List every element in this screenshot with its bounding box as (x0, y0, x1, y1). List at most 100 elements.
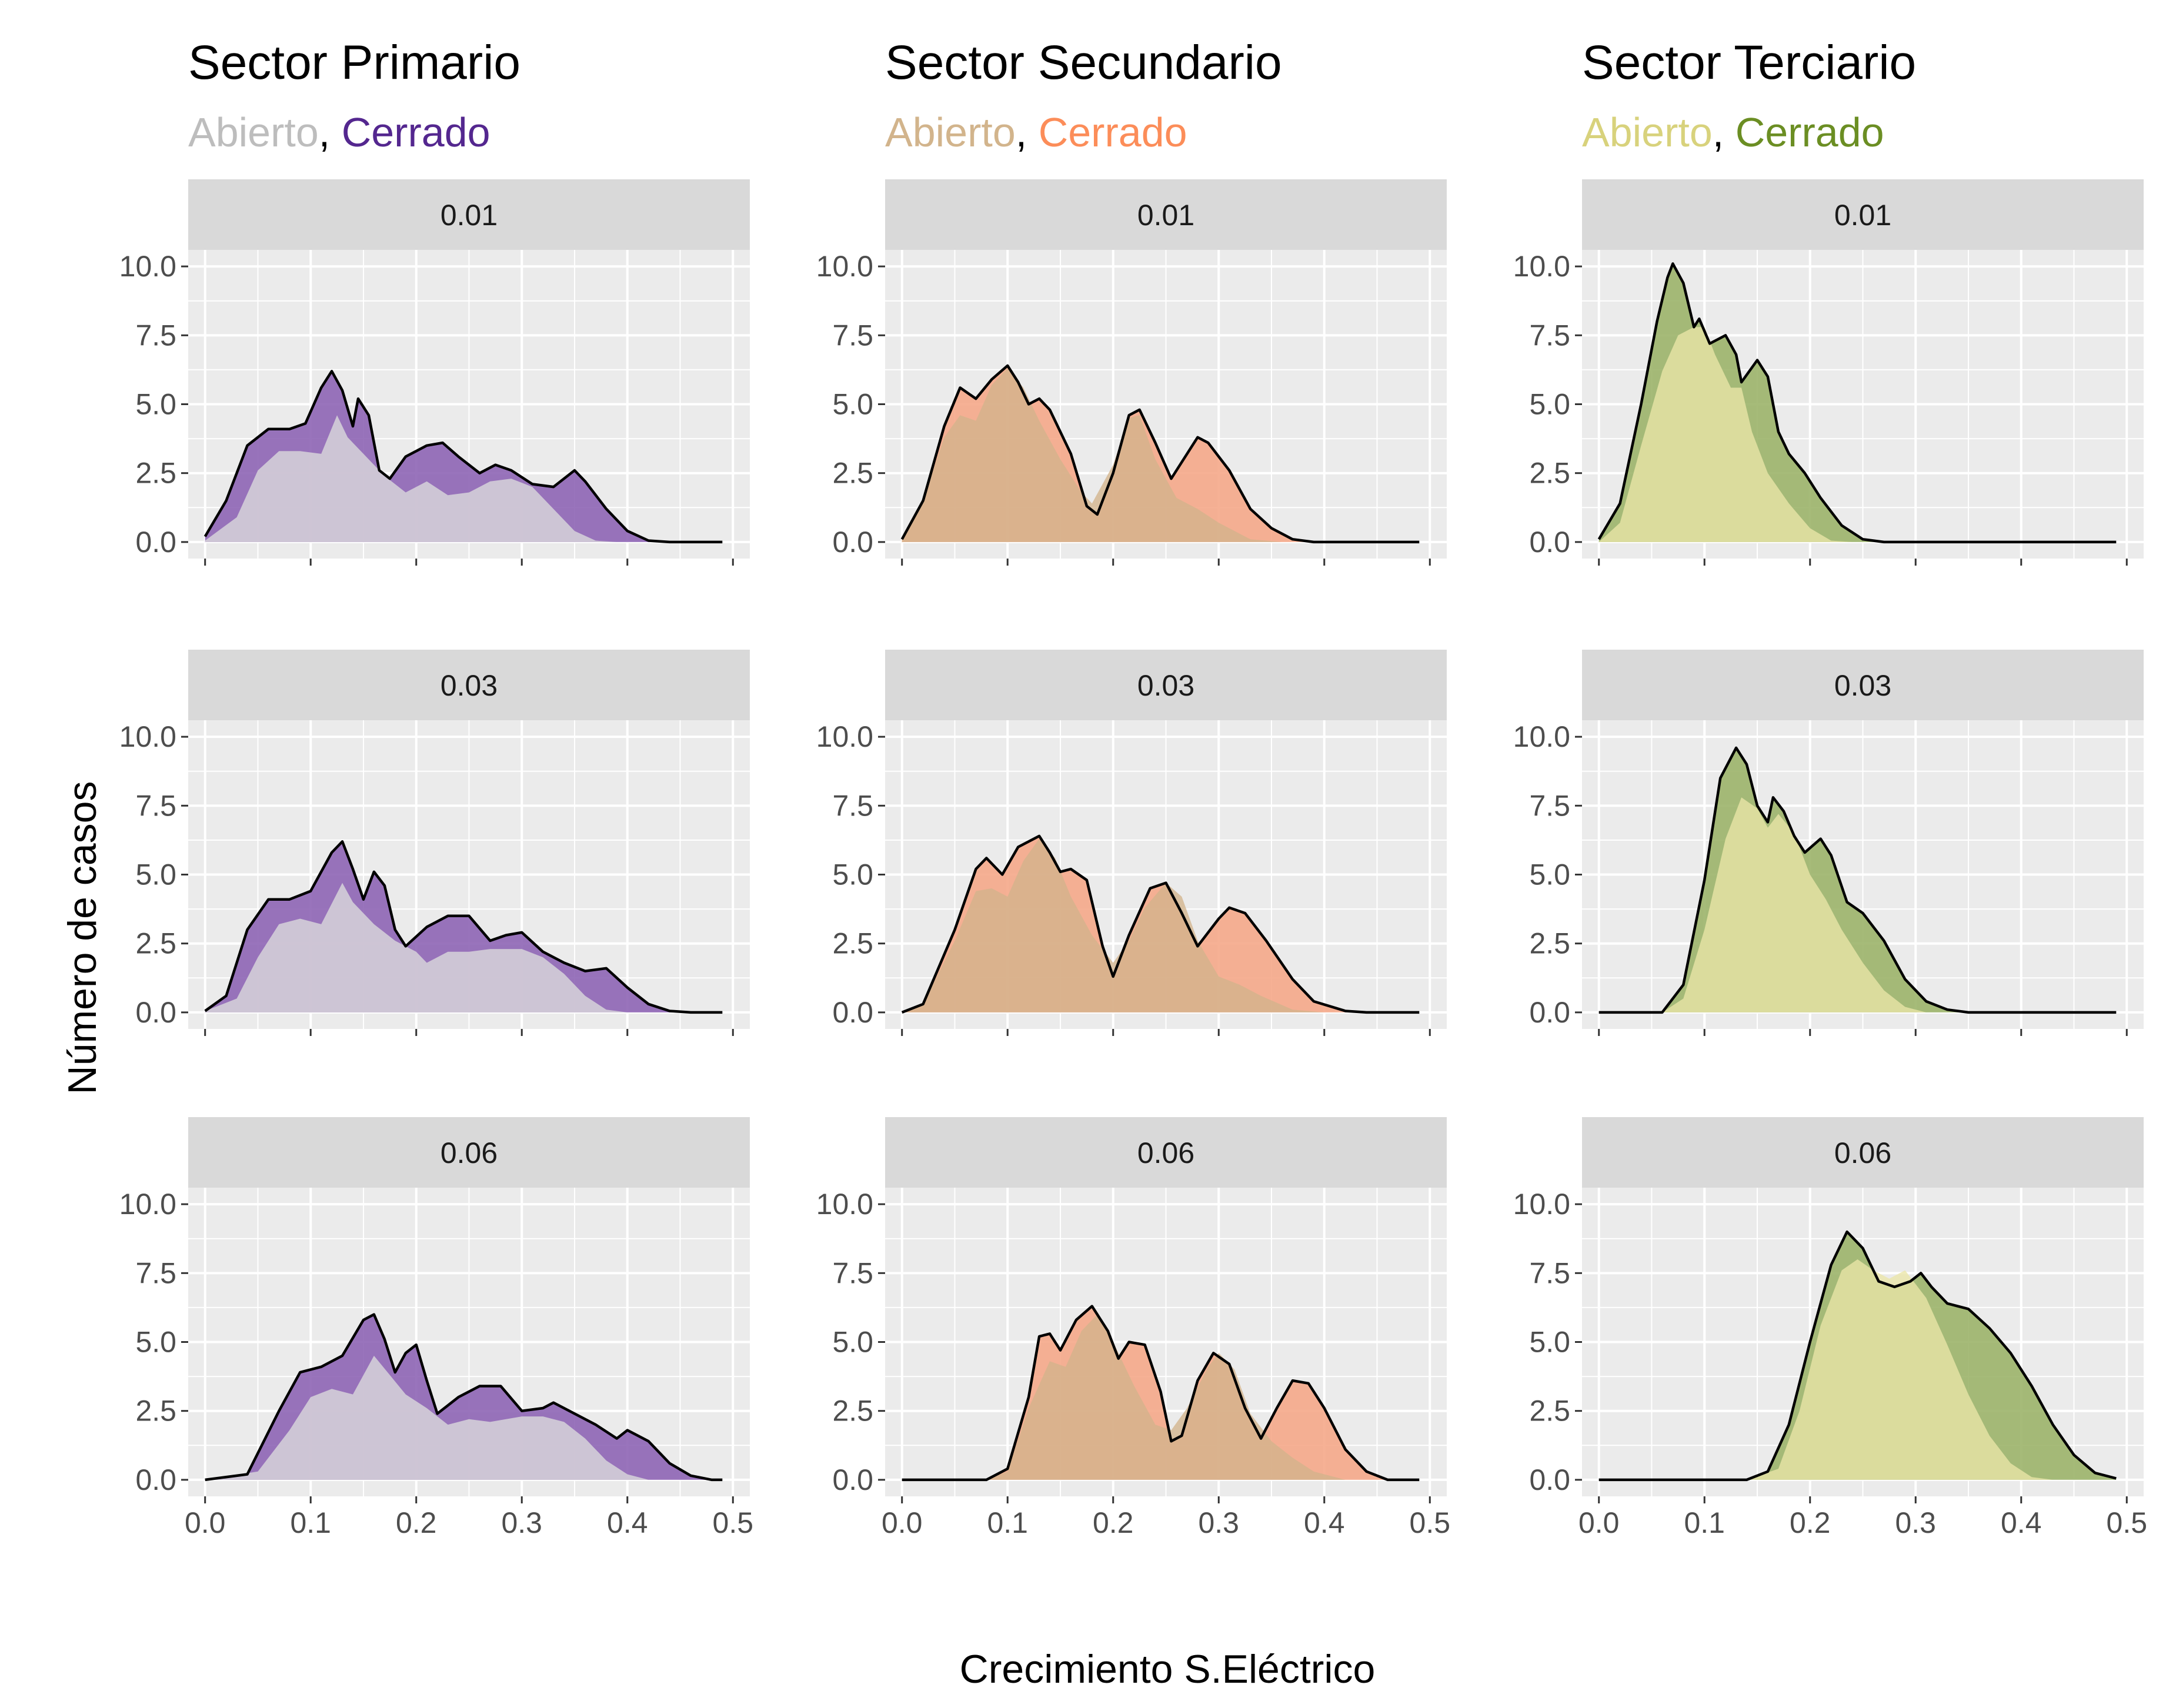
legend-separator: , (1015, 109, 1039, 155)
x-tick-label: 0.3 (501, 1506, 542, 1539)
y-tick-label: 2.5 (832, 927, 873, 960)
x-axis-label: Crecimiento S.Eléctrico (959, 1647, 1376, 1692)
y-tick-label: 5.0 (832, 858, 873, 891)
y-tick-label: 5.0 (832, 388, 873, 421)
density-open-area (1598, 797, 2117, 1012)
legend-closed-label: Cerrado (1038, 109, 1187, 155)
x-tick-label: 0.0 (185, 1506, 226, 1539)
x-tick-label: 0.1 (1684, 1506, 1725, 1539)
legend-open-label: Abierto (885, 109, 1016, 155)
density-closed-line (204, 840, 723, 1014)
y-tick-label: 10.0 (1513, 1188, 1570, 1221)
facet-strip-label: 0.06 (1137, 1137, 1194, 1169)
density-open-area (1598, 327, 2117, 542)
facet-strip (885, 179, 1447, 250)
density-closed-line (1597, 262, 2117, 544)
y-tick-label: 10.0 (119, 250, 176, 283)
x-tick-label: 0.5 (1410, 1506, 1451, 1539)
legend-open-label: Abierto (188, 109, 319, 155)
y-tick-label: 0.0 (832, 526, 873, 559)
x-tick-label: 0.4 (1304, 1506, 1345, 1539)
y-tick-label: 2.5 (135, 457, 176, 490)
facet-panel: 0.06 0.0 2.5 5.0 7.5 10.0 0.0 0.1 0.2 0.3 0.4 0.5 (119, 1117, 753, 1539)
density-closed-line (902, 1305, 1420, 1482)
y-tick-label: 10.0 (119, 720, 176, 753)
x-tick-label: 0.5 (713, 1506, 754, 1539)
facet-strip (885, 650, 1447, 720)
y-tick-label: 5.0 (135, 1326, 176, 1359)
facet-strip-label: 0.03 (1834, 669, 1891, 702)
facet-strip (188, 650, 750, 720)
facet-strip-label: 0.06 (1834, 1137, 1891, 1169)
x-tick-label: 0.2 (1790, 1506, 1831, 1539)
y-tick-label: 0.0 (1529, 1463, 1570, 1496)
facet-strip-label: 0.03 (1137, 669, 1194, 702)
facet-strip-label: 0.01 (1834, 199, 1891, 232)
y-tick-label: 7.5 (1529, 319, 1570, 352)
column-title: Sector Terciario (1582, 36, 1917, 89)
y-tick-label: 5.0 (1529, 1326, 1570, 1359)
facet-panel: 0.01 0.0 2.5 5.0 7.5 10.0 (816, 179, 1447, 566)
density-closed-line (1598, 746, 2117, 1014)
y-tick-label: 2.5 (135, 927, 176, 960)
legend-separator: , (1712, 109, 1736, 155)
y-tick-label: 10.0 (1513, 250, 1570, 283)
x-tick-label: 0.2 (396, 1506, 437, 1539)
density-open-area (902, 1314, 1420, 1480)
facet-strip-label: 0.01 (440, 199, 498, 232)
y-tick-label: 2.5 (1529, 927, 1570, 960)
facet-panel: 0.03 0.0 2.5 5.0 7.5 10.0 (119, 650, 750, 1036)
x-tick-label: 0.3 (1895, 1506, 1936, 1539)
y-tick-label: 7.5 (832, 789, 873, 822)
y-tick-label: 0.0 (135, 526, 176, 559)
y-tick-label: 7.5 (1529, 1256, 1570, 1289)
y-tick-label: 0.0 (135, 996, 176, 1029)
y-tick-label: 5.0 (135, 388, 176, 421)
y-tick-label: 7.5 (832, 1256, 873, 1289)
density-open-area (205, 1355, 723, 1480)
x-tick-label: 0.0 (882, 1506, 923, 1539)
x-tick-label: 0.1 (987, 1506, 1028, 1539)
y-tick-label: 5.0 (135, 858, 176, 891)
facet-panel: 0.01 0.0 2.5 5.0 7.5 10.0 (119, 179, 750, 566)
y-tick-label: 7.5 (1529, 789, 1570, 822)
density-open-area (205, 883, 723, 1012)
y-tick-label: 7.5 (135, 789, 176, 822)
x-tick-label: 0.4 (607, 1506, 648, 1539)
y-tick-label: 10.0 (1513, 720, 1570, 753)
y-tick-label: 2.5 (832, 1395, 873, 1428)
density-closed-line (901, 834, 1420, 1014)
y-tick-label: 2.5 (1529, 1395, 1570, 1428)
y-tick-label: 10.0 (119, 1188, 176, 1221)
density-open-area (902, 368, 1420, 542)
density-open-area (902, 838, 1420, 1012)
y-axis-label: Número de casos (60, 781, 105, 1095)
y-tick-label: 10.0 (816, 720, 873, 753)
density-closed-line (203, 370, 723, 544)
facet-strip-label: 0.06 (440, 1137, 498, 1169)
facet-strip-label: 0.03 (440, 669, 498, 702)
y-tick-label: 0.0 (1529, 996, 1570, 1029)
facet-strip (1582, 650, 2144, 720)
y-tick-label: 2.5 (1529, 457, 1570, 490)
facet-strip (1582, 179, 2144, 250)
y-tick-label: 0.0 (832, 1463, 873, 1496)
y-tick-label: 5.0 (1529, 388, 1570, 421)
facet-panel: 0.06 0.0 2.5 5.0 7.5 10.0 0.0 0.1 0.2 0.3 0.4 0.5 (1513, 1117, 2147, 1539)
facet-panel: 0.01 0.0 2.5 5.0 7.5 10.0 (1513, 179, 2144, 566)
facet-panel: 0.06 0.0 2.5 5.0 7.5 10.0 0.0 0.1 0.2 0.3 0.4 0.5 (816, 1117, 1450, 1539)
density-open-area (205, 415, 723, 542)
y-tick-label: 5.0 (832, 1326, 873, 1359)
facet-strip (885, 1117, 1447, 1188)
y-tick-label: 0.0 (1529, 526, 1570, 559)
y-tick-label: 7.5 (135, 319, 176, 352)
column-subtitle: Abierto, Cerrado (1582, 109, 1884, 156)
x-tick-label: 0.1 (290, 1506, 331, 1539)
legend-open-label: Abierto (1582, 109, 1713, 155)
y-tick-label: 10.0 (816, 250, 873, 283)
x-tick-label: 0.2 (1093, 1506, 1134, 1539)
y-tick-label: 7.5 (832, 319, 873, 352)
column-title: Sector Primario (188, 36, 521, 89)
x-tick-label: 0.0 (1578, 1506, 1620, 1539)
